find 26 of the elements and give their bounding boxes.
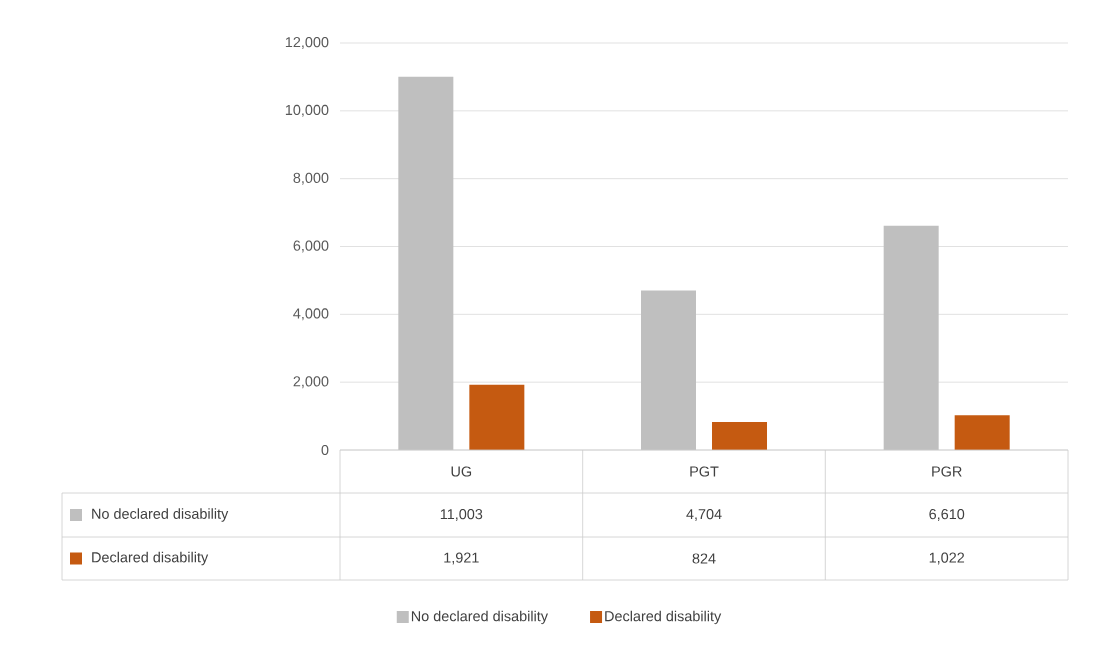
data-label: 1,921 (444, 552, 479, 565)
bar (469, 384, 525, 450)
y-tick-label: 8,000 (293, 172, 329, 185)
legend-label: Declared disability (605, 610, 722, 625)
bar (954, 415, 1010, 450)
text: Declared disability (92, 551, 209, 566)
y-tick-label: 10,000 (285, 104, 329, 117)
x-tick-label: UG (451, 466, 472, 477)
legend-label: No declared disability (411, 610, 548, 625)
bar (398, 76, 454, 450)
y-tick-label: 0 (321, 444, 329, 456)
data-label: 1,022 (929, 552, 965, 565)
text: No declared disability (92, 508, 229, 522)
data-label: 4,704 (686, 509, 722, 521)
y-tick-label: 4,000 (293, 308, 329, 321)
bar (883, 225, 939, 450)
data-label: 11,003 (440, 509, 483, 521)
y-tick-label: 6,000 (293, 240, 329, 253)
x-tick-label: PGR (932, 466, 962, 477)
y-tick-label: 12,000 (285, 37, 329, 49)
data-label: 824 (692, 553, 716, 564)
bar (712, 422, 768, 450)
y-tick-label: 2,000 (293, 376, 329, 389)
x-tick-label: PGT (690, 466, 719, 477)
data-label: 6,610 (929, 509, 965, 521)
bar (641, 290, 697, 450)
